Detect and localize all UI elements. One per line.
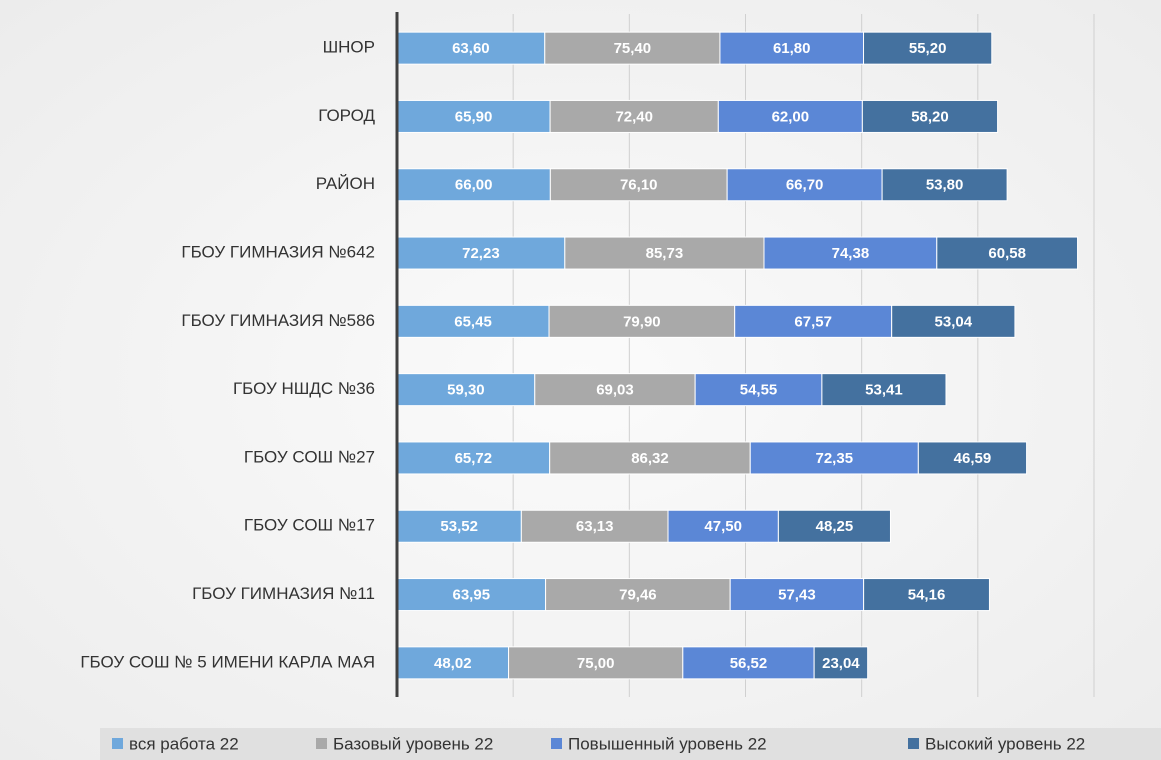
data-label: 57,43: [778, 587, 816, 604]
legend-label: Базовый уровень 22: [333, 734, 493, 753]
y-tick-label: ГБОУ ГИМНАЗИЯ №642: [181, 243, 375, 262]
bar-segment: [549, 99, 719, 133]
data-label: 75,40: [614, 40, 652, 57]
bar-segment: [396, 441, 551, 475]
bar-segment: [682, 646, 815, 680]
bar-segment: [863, 31, 993, 65]
data-label: 79,90: [623, 313, 661, 330]
bar-segment: [917, 441, 1028, 475]
legend-marker: [908, 738, 919, 749]
data-label: 23,04: [822, 655, 860, 672]
bar-segment: [520, 509, 669, 543]
data-label: 63,13: [576, 518, 614, 535]
data-label: 53,41: [865, 382, 903, 399]
data-label: 65,72: [455, 450, 493, 467]
bar-segment: [508, 646, 684, 680]
bar-segment: [891, 304, 1016, 338]
y-tick-label: ШНОР: [323, 38, 375, 57]
bar-segment: [777, 509, 891, 543]
legend-label: Высокий уровень 22: [925, 734, 1085, 753]
y-tick-label: РАЙОН: [316, 174, 375, 193]
data-label: 63,60: [452, 40, 490, 57]
data-label: 76,10: [620, 177, 658, 194]
bar-segment: [717, 99, 863, 133]
bar-segment: [544, 31, 721, 65]
bar-segment: [729, 578, 865, 612]
bar-segment: [813, 646, 869, 680]
bar-segment: [564, 236, 765, 270]
data-label: 67,57: [794, 313, 832, 330]
data-label: 72,23: [462, 245, 500, 262]
data-label: 46,59: [954, 450, 992, 467]
bar-segment: [396, 578, 547, 612]
y-tick-label: ГБОУ НШДС №36: [233, 379, 375, 398]
bar-segment: [549, 168, 728, 202]
bar-segment: [396, 236, 566, 270]
bar-segment: [396, 168, 551, 202]
bar-segment: [396, 373, 536, 407]
bar-segment: [821, 373, 947, 407]
data-label: 86,32: [631, 450, 669, 467]
y-tick-label: ГБОУ СОШ № 5 ИМЕНИ КАРЛА МАЯ: [80, 652, 375, 671]
data-label: 72,35: [816, 450, 854, 467]
data-label: 54,55: [740, 382, 778, 399]
bar-segment: [396, 509, 522, 543]
data-label: 60,58: [988, 245, 1026, 262]
data-label: 48,02: [434, 655, 472, 672]
data-label: 79,46: [619, 587, 657, 604]
data-label: 53,04: [935, 313, 973, 330]
bar-segment: [861, 99, 999, 133]
bar-segment: [936, 236, 1079, 270]
data-label: 59,30: [447, 382, 485, 399]
legend-marker: [316, 738, 327, 749]
bar-segment: [749, 441, 919, 475]
data-label: 66,70: [786, 177, 824, 194]
bar-segment: [548, 304, 736, 338]
legend-label: вся работа 22: [129, 734, 239, 753]
data-label: 53,52: [440, 518, 478, 535]
data-label: 54,16: [908, 587, 946, 604]
legend-background: [100, 728, 1161, 760]
y-tick-label: ГБОУ ГИМНАЗИЯ №11: [192, 584, 375, 603]
data-label: 72,40: [615, 108, 653, 125]
data-label: 65,45: [454, 313, 492, 330]
bar-segment: [549, 441, 751, 475]
data-label: 75,00: [577, 655, 615, 672]
data-label: 85,73: [646, 245, 684, 262]
bar-segment: [734, 304, 893, 338]
y-tick-label: ГБОУ СОШ №27: [244, 447, 375, 466]
bar-segment: [719, 31, 865, 65]
data-label: 58,20: [911, 108, 949, 125]
data-label: 63,95: [453, 587, 491, 604]
legend-marker: [112, 738, 123, 749]
y-tick-label: ГБОУ ГИМНАЗИЯ №586: [181, 311, 375, 330]
legend-marker: [551, 738, 562, 749]
y-tick-label: ГОРОД: [318, 106, 375, 125]
bar-segment: [881, 168, 1008, 202]
data-label: 69,03: [596, 382, 634, 399]
data-label: 62,00: [772, 108, 810, 125]
data-label: 61,80: [773, 40, 811, 57]
bar-segment: [763, 236, 938, 270]
data-label: 66,00: [455, 177, 493, 194]
bar-segment: [726, 168, 883, 202]
data-label: 47,50: [704, 518, 742, 535]
data-label: 55,20: [909, 40, 947, 57]
data-label: 56,52: [730, 655, 768, 672]
data-label: 53,80: [926, 177, 964, 194]
data-label: 74,38: [832, 245, 870, 262]
legend-label: Повышенный уровень 22: [568, 734, 767, 753]
y-tick-label: ГБОУ СОШ №17: [244, 516, 375, 535]
bar-segment: [863, 578, 990, 612]
data-label: 65,90: [455, 108, 493, 125]
bar-segment: [396, 304, 550, 338]
data-label: 48,25: [816, 518, 854, 535]
